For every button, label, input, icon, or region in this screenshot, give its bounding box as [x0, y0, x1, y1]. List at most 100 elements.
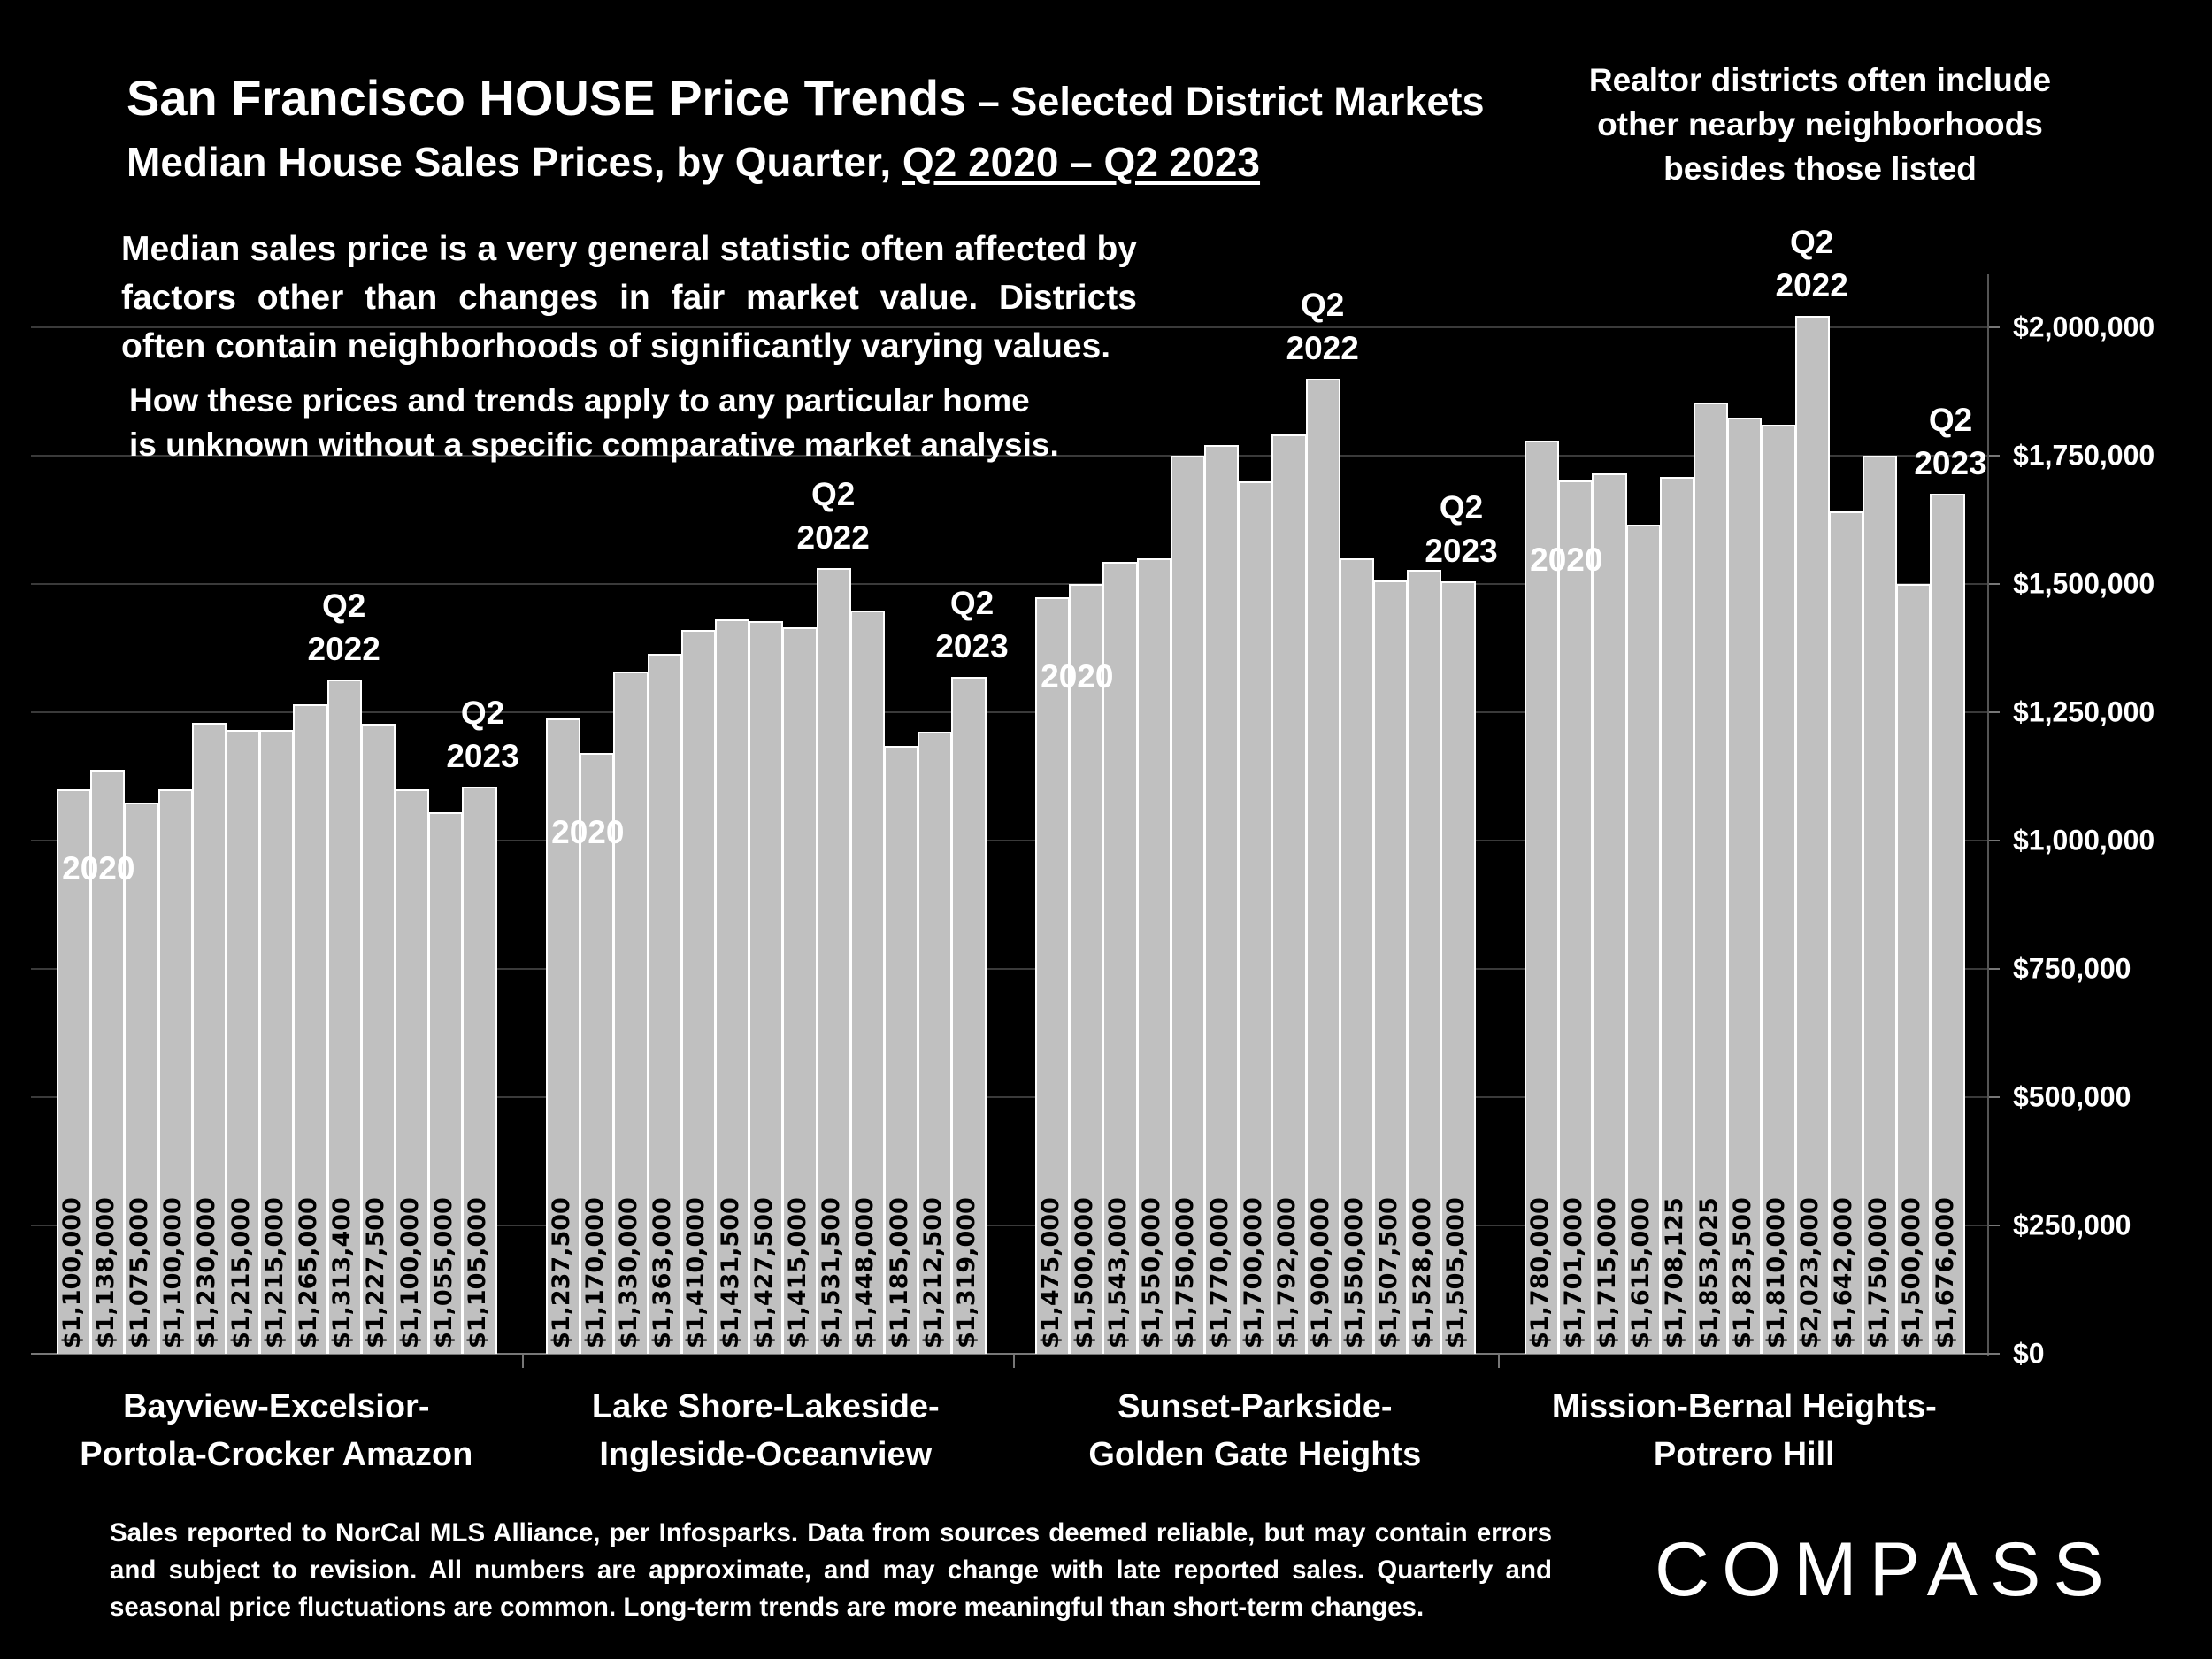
gridline: [31, 711, 1989, 713]
annotation-q2-2022: Q2 2022: [1775, 223, 1848, 303]
bar-value-label: $1,319,000: [952, 1197, 980, 1348]
y-tick-label: $250,000: [2013, 1209, 2131, 1241]
bar-value-label: $1,500,000: [1897, 1197, 1925, 1348]
bar-value-label: $1,138,000: [91, 1197, 119, 1348]
disclaimer-text: often contain neighborhoods of significa…: [121, 327, 1111, 365]
disclaimer-cma: How these prices and trends apply to any…: [129, 379, 1067, 467]
y-tick-mark: [1987, 326, 2000, 328]
y-tick-label: $1,250,000: [2013, 695, 2155, 728]
compass-logo: COMPASS: [1655, 1527, 2116, 1612]
annotation-2020: 2020: [1041, 657, 1114, 695]
bar: $1,528,000: [1407, 569, 1442, 1354]
y-tick-mark: [1987, 455, 2000, 457]
bar-value-label: $1,715,000: [1593, 1197, 1621, 1348]
bar-value-label: $1,823,500: [1728, 1197, 1756, 1348]
title-main: San Francisco HOUSE Price Trends: [127, 70, 967, 126]
bar: $1,642,000: [1828, 511, 1863, 1354]
annotation-q2-2022: Q2 2022: [796, 475, 870, 556]
y-tick-label: $500,000: [2013, 1080, 2131, 1113]
chart-subtitle: Median House Sales Prices, by Quarter, Q…: [127, 138, 1260, 186]
bar-value-label: $1,265,000: [294, 1197, 322, 1348]
bar-value-label: $1,230,000: [193, 1197, 221, 1348]
bar-value-label: $1,708,125: [1661, 1197, 1689, 1348]
bar-value-label: $1,055,000: [429, 1197, 457, 1348]
bar-value-label: $1,313,400: [328, 1197, 357, 1348]
bar: $1,431,500: [715, 618, 750, 1354]
bar: $1,100,000: [57, 789, 92, 1354]
bar: $1,265,000: [293, 704, 328, 1354]
bar-value-label: $1,500,000: [1070, 1197, 1098, 1348]
annotation-q2-2023: Q2 2023: [446, 695, 519, 775]
bar-value-label: $1,100,000: [58, 1197, 86, 1348]
title-sub: – Selected District Markets: [966, 79, 1485, 124]
bar: $1,792,000: [1271, 434, 1307, 1354]
annotation-2020: 2020: [1530, 541, 1603, 579]
bar: $1,853,025: [1694, 403, 1729, 1354]
bar-value-label: $1,427,500: [749, 1197, 778, 1348]
gridline: [31, 583, 1989, 585]
bar: $1,415,000: [782, 627, 818, 1354]
y-tick-mark: [1987, 1225, 2000, 1226]
bar: $1,715,000: [1592, 473, 1627, 1354]
bar-value-label: $1,448,000: [851, 1197, 879, 1348]
y-tick-label: $750,000: [2013, 952, 2131, 985]
bar-value-label: $1,780,000: [1525, 1197, 1554, 1348]
category-separator: [1013, 1354, 1015, 1368]
bar: $1,185,000: [884, 745, 919, 1354]
bar: $1,319,000: [951, 676, 987, 1354]
note-line: other nearby neighborhoods: [1597, 106, 2043, 142]
bar: $1,215,000: [226, 730, 261, 1354]
bar: $1,676,000: [1930, 493, 1965, 1354]
bar-value-label: $1,075,000: [125, 1197, 153, 1348]
y-tick-label: $1,000,000: [2013, 824, 2155, 856]
category-separator: [522, 1354, 524, 1368]
bar-value-label: $1,642,000: [1830, 1197, 1858, 1348]
category-separator: [1498, 1354, 1500, 1368]
category-label: Sunset-Parkside- Golden Gate Heights: [1088, 1388, 1422, 1473]
bar-value-label: $1,531,500: [818, 1197, 846, 1348]
category-label: Bayview-Excelsior- Portola-Crocker Amazon: [80, 1388, 473, 1473]
gridline: [31, 326, 1989, 328]
y-tick-label: $1,500,000: [2013, 567, 2155, 600]
bar-value-label: $1,431,500: [716, 1197, 744, 1348]
bar-value-label: $1,410,000: [682, 1197, 710, 1348]
bar-value-label: $1,900,000: [1307, 1197, 1335, 1348]
bar-value-label: $1,750,000: [1863, 1197, 1892, 1348]
bar-value-label: $1,550,000: [1340, 1197, 1369, 1348]
annotation-q2-2022: Q2 2022: [307, 588, 380, 668]
bar-value-label: $1,100,000: [159, 1197, 188, 1348]
annotation-q2-2023: Q2 2023: [1425, 489, 1498, 570]
bar: $1,105,000: [462, 787, 497, 1354]
y-tick-mark: [1987, 1096, 2000, 1098]
bar-value-label: $1,701,000: [1559, 1197, 1587, 1348]
bar: $1,550,000: [1339, 558, 1374, 1354]
bar: $1,700,000: [1238, 481, 1273, 1354]
bar: $1,531,500: [816, 567, 851, 1354]
annotation-q2-2023: Q2 2023: [935, 584, 1009, 664]
bar-value-label: $1,615,000: [1627, 1197, 1655, 1348]
chart-title: San Francisco HOUSE Price Trends – Selec…: [127, 69, 1485, 127]
bar-value-label: $1,543,000: [1103, 1197, 1132, 1348]
footer-source-note: Sales reported to NorCal MLS Alliance, p…: [110, 1518, 1552, 1622]
bar: $1,823,500: [1727, 418, 1763, 1354]
bar: $1,900,000: [1305, 379, 1340, 1354]
bar-value-label: $1,528,000: [1408, 1197, 1436, 1348]
bar-value-label: $1,700,000: [1239, 1197, 1267, 1348]
bar: $1,543,000: [1102, 562, 1138, 1354]
bar: $1,410,000: [680, 630, 716, 1354]
bar-value-label: $2,023,000: [1796, 1197, 1824, 1348]
bar: $1,215,000: [259, 730, 295, 1354]
bar: $1,313,400: [326, 680, 362, 1354]
y-tick-mark: [1987, 968, 2000, 970]
bar: $1,500,000: [1069, 584, 1104, 1354]
bar: $2,023,000: [1794, 315, 1830, 1354]
bar: $1,075,000: [124, 802, 159, 1354]
annotation-2020: 2020: [551, 814, 625, 851]
gridline: [31, 1096, 1989, 1098]
annotation-q2-2022: Q2 2022: [1286, 287, 1359, 366]
gridline: [31, 455, 1989, 457]
bar: $1,750,000: [1863, 456, 1898, 1354]
note-line: besides those listed: [1663, 150, 1977, 187]
bar: $1,330,000: [613, 671, 649, 1354]
bar: $1,701,000: [1558, 480, 1594, 1354]
